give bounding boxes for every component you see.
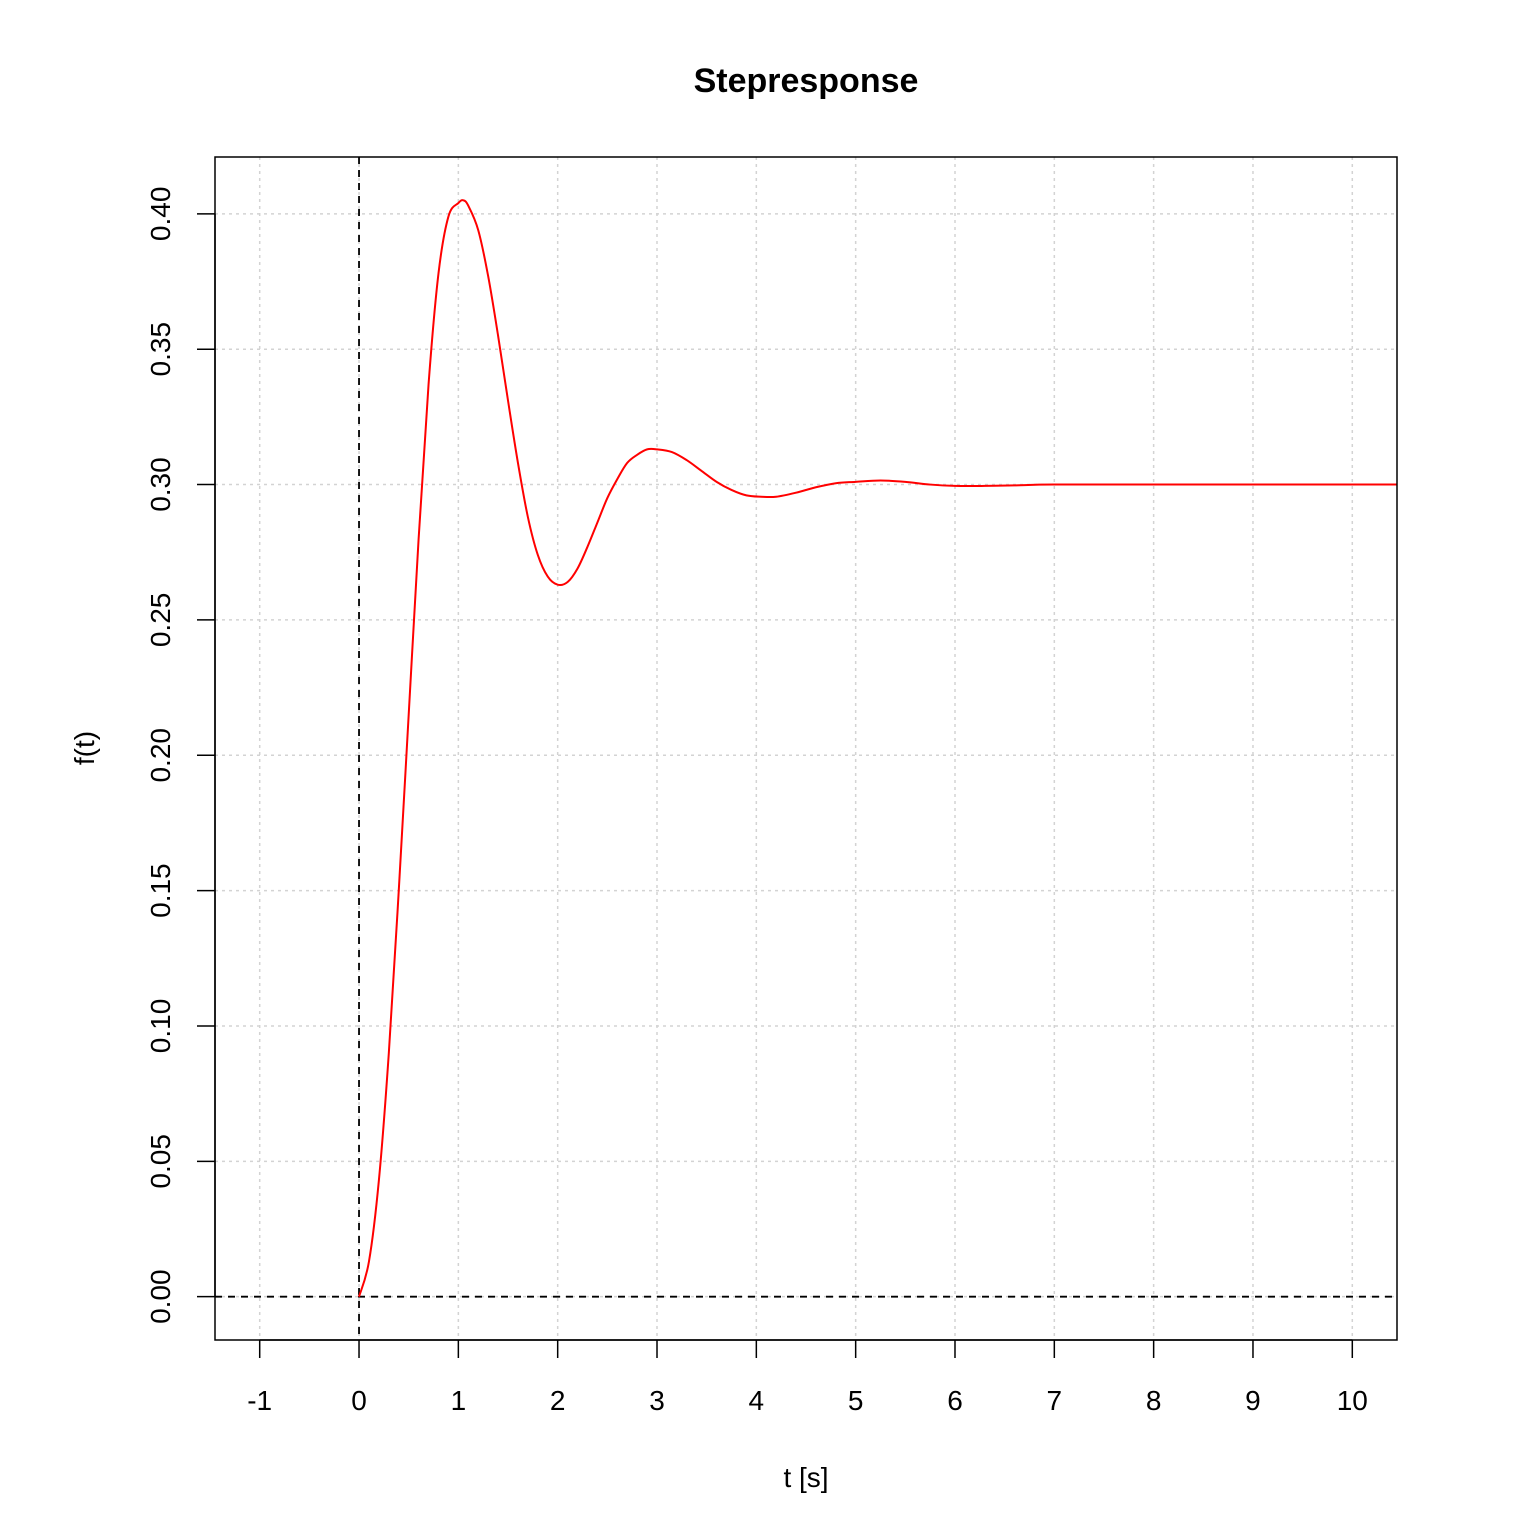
grid — [215, 157, 1397, 1340]
y-tick-label: 0.25 — [145, 593, 176, 648]
x-tick-label: 10 — [1337, 1385, 1368, 1416]
y-tick-label: 0.30 — [145, 457, 176, 512]
x-tick-label: 9 — [1245, 1385, 1261, 1416]
y-axis-label: f(t) — [69, 731, 100, 765]
x-tick-label: 8 — [1146, 1385, 1162, 1416]
y-tick-label: 0.00 — [145, 1269, 176, 1324]
y-tick-label: 0.35 — [145, 322, 176, 377]
plot-frame — [214, 156, 1398, 1341]
y-tick-label: 0.05 — [145, 1134, 176, 1189]
x-tick-label: 4 — [749, 1385, 765, 1416]
x-tick-label: 2 — [550, 1385, 566, 1416]
y-axis: 0.00 0.05 0.10 0.15 0.20 0.25 0.30 0.35 0.40 — [145, 187, 216, 1324]
y-tick-label: 0.10 — [145, 999, 176, 1054]
series-line — [358, 199, 1397, 1297]
x-tick-label: 6 — [947, 1385, 963, 1416]
y-tick-label: 0.20 — [145, 728, 176, 783]
x-tick-label: -1 — [247, 1385, 272, 1416]
reference-lines — [215, 157, 1397, 1340]
x-tick-label: 7 — [1047, 1385, 1063, 1416]
x-tick-label: 3 — [649, 1385, 665, 1416]
x-axis: -1 0 1 2 3 4 5 6 7 8 9 10 — [247, 1339, 1368, 1416]
x-tick-label: 5 — [848, 1385, 864, 1416]
y-tick-label: 0.40 — [145, 187, 176, 242]
y-tick-label: 0.15 — [145, 863, 176, 918]
chart-title: Stepresponse — [694, 62, 919, 100]
x-tick-label: 0 — [351, 1385, 367, 1416]
x-axis-label: t [s] — [783, 1462, 828, 1493]
series-layer — [358, 199, 1397, 1297]
x-tick-label: 1 — [451, 1385, 467, 1416]
